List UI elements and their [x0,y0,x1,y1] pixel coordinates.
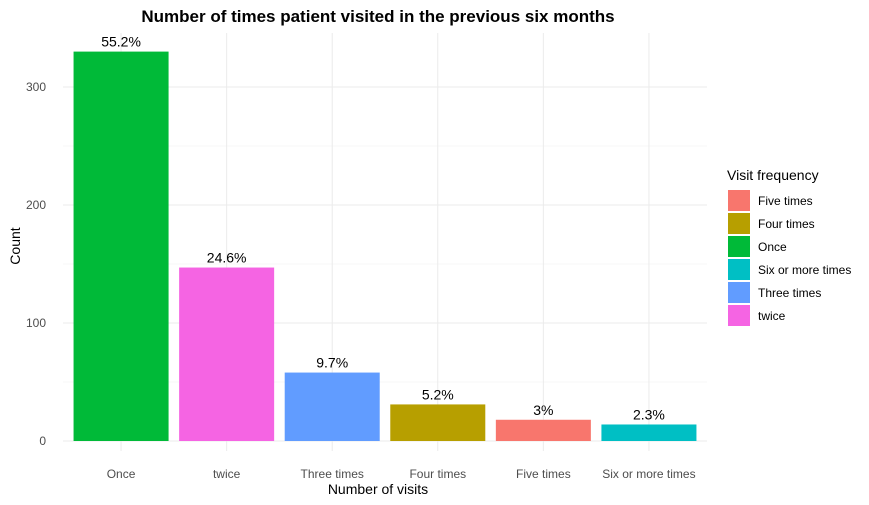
bar [495,419,591,441]
bars [73,51,697,441]
chart-title: Number of times patient visited in the p… [141,7,614,26]
legend-title: Visit frequency [727,167,819,183]
legend-item-label: twice [758,309,786,323]
bar-value-label: 3% [533,402,553,418]
bar-value-label: 9.7% [316,355,348,371]
bar-value-label: 24.6% [207,250,247,266]
bar-value-label: 2.3% [633,406,665,422]
x-tick-label: Five times [516,467,571,481]
x-tick-label: twice [213,467,241,481]
legend-item-label: Five times [758,194,813,208]
legend-swatch [728,213,750,234]
x-tick-label: Three times [301,467,364,481]
bar [284,372,380,441]
bar [73,51,169,441]
y-tick-label: 200 [26,198,46,212]
bar [601,424,697,441]
bar [390,404,486,441]
legend-swatch [728,190,750,211]
y-tick-label: 100 [26,316,46,330]
x-tick-label: Six or more times [602,467,695,481]
bar [179,267,275,441]
y-axis-title: Count [7,227,23,264]
y-tick-label: 300 [26,80,46,94]
x-tick-label: Once [107,467,136,481]
x-axis-ticks: Once twice Three times Four times Five times… [107,467,696,481]
grid [63,33,707,451]
legend-item-label: Once [758,240,787,254]
x-tick-label: Four times [409,467,466,481]
legend-swatch [728,305,750,326]
y-tick-label: 0 [39,434,46,448]
legend-swatch [728,236,750,257]
legend-swatch [728,282,750,303]
legend-swatch [728,259,750,280]
legend-item-label: Six or more times [758,263,851,277]
legend-item-label: Three times [758,286,821,300]
bar-value-label: 5.2% [422,386,454,402]
legend-item-label: Four times [758,217,815,231]
y-axis-ticks: 0 100 200 300 [26,80,46,448]
legend: Visit frequency Five times Four times Once… [727,167,851,326]
bar-labels: 55.2% 24.6% 9.7% 5.2% 3% 2.3% [101,34,665,423]
x-axis-title: Number of visits [328,481,428,497]
bar-value-label: 55.2% [101,34,141,50]
